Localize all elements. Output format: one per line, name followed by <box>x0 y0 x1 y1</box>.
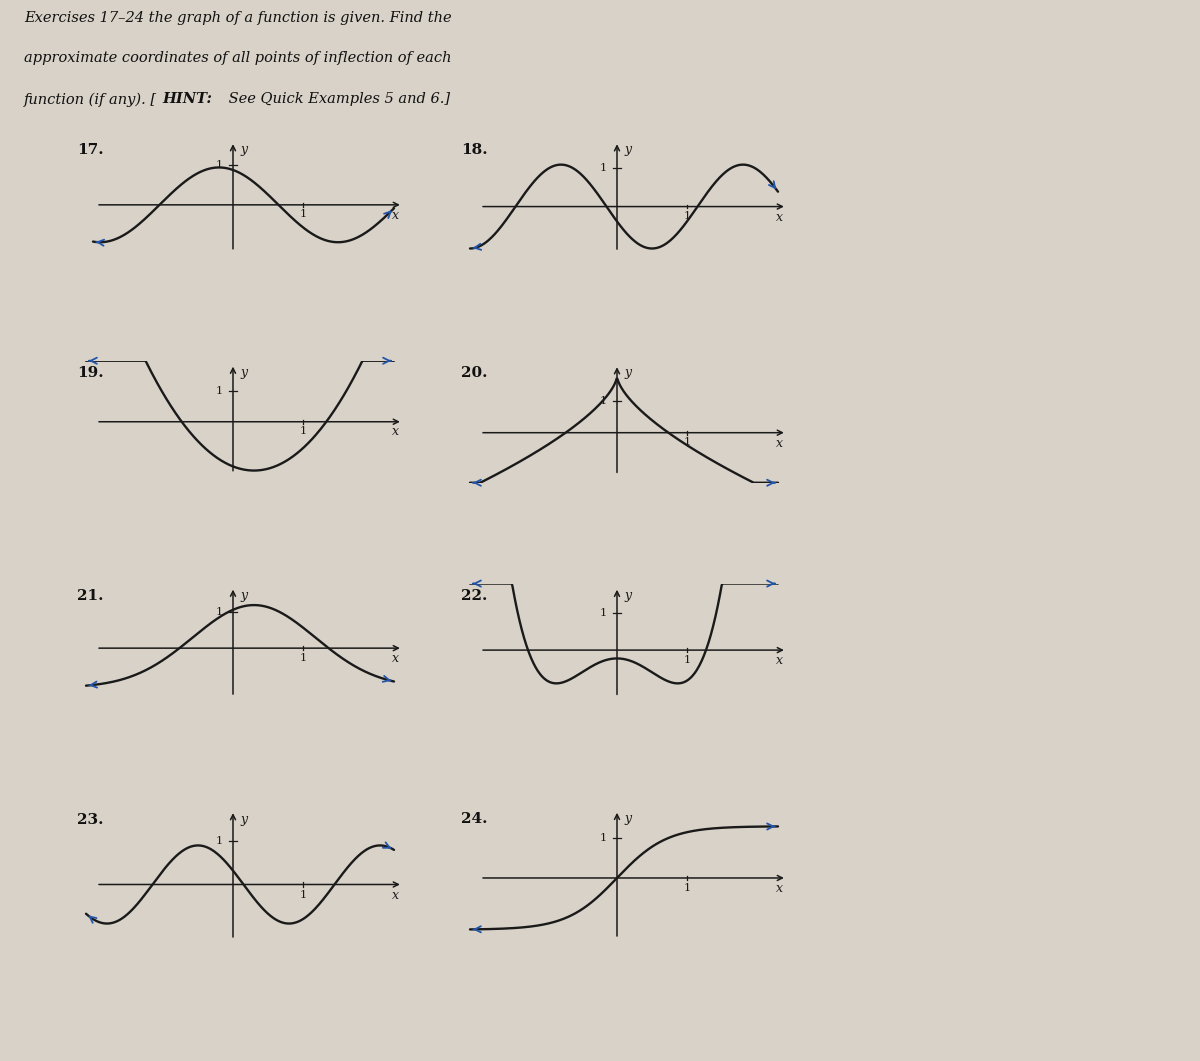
Text: y: y <box>240 813 247 825</box>
Text: y: y <box>624 143 631 156</box>
Text: y: y <box>240 366 247 379</box>
Text: See Quick Examples 5 and 6.]: See Quick Examples 5 and 6.] <box>224 92 450 106</box>
Text: 1: 1 <box>300 653 306 663</box>
Text: y: y <box>624 366 631 380</box>
Text: 23.: 23. <box>77 813 103 827</box>
Text: x: x <box>776 883 784 895</box>
Text: function (if any). [: function (if any). [ <box>24 92 157 107</box>
Text: x: x <box>776 654 784 667</box>
Text: HINT:: HINT: <box>163 92 212 106</box>
Text: 1: 1 <box>684 884 690 893</box>
Text: 1: 1 <box>600 163 607 173</box>
Text: x: x <box>392 889 400 902</box>
Text: x: x <box>776 437 784 450</box>
Text: 18.: 18. <box>461 143 487 157</box>
Text: 20.: 20. <box>461 366 487 381</box>
Text: 22.: 22. <box>461 589 487 603</box>
Text: y: y <box>624 589 631 602</box>
Text: 1: 1 <box>684 437 690 448</box>
Text: 17.: 17. <box>77 143 103 157</box>
Text: 1: 1 <box>600 608 607 619</box>
Text: x: x <box>392 425 400 438</box>
Text: 1: 1 <box>600 397 607 406</box>
Text: y: y <box>624 812 631 825</box>
Text: x: x <box>392 653 400 665</box>
Text: 21.: 21. <box>77 589 103 603</box>
Text: y: y <box>240 143 247 156</box>
Text: x: x <box>392 209 400 222</box>
Text: 1: 1 <box>684 655 690 664</box>
Text: 1: 1 <box>300 427 306 436</box>
Text: 19.: 19. <box>77 366 103 380</box>
Text: y: y <box>240 589 247 602</box>
Text: 1: 1 <box>216 836 223 846</box>
Text: 1: 1 <box>216 386 223 396</box>
Text: 1: 1 <box>684 211 690 221</box>
Text: x: x <box>776 211 784 224</box>
Text: 1: 1 <box>216 160 223 171</box>
Text: approximate coordinates of all points of inflection of each: approximate coordinates of all points of… <box>24 51 451 66</box>
Text: 24.: 24. <box>461 812 487 827</box>
Text: 1: 1 <box>300 890 306 900</box>
Text: 1: 1 <box>216 607 223 618</box>
Text: 1: 1 <box>300 209 306 220</box>
Text: Exercises 17–24 the graph of a function is given. Find the: Exercises 17–24 the graph of a function … <box>24 11 451 24</box>
Text: 1: 1 <box>600 833 607 843</box>
